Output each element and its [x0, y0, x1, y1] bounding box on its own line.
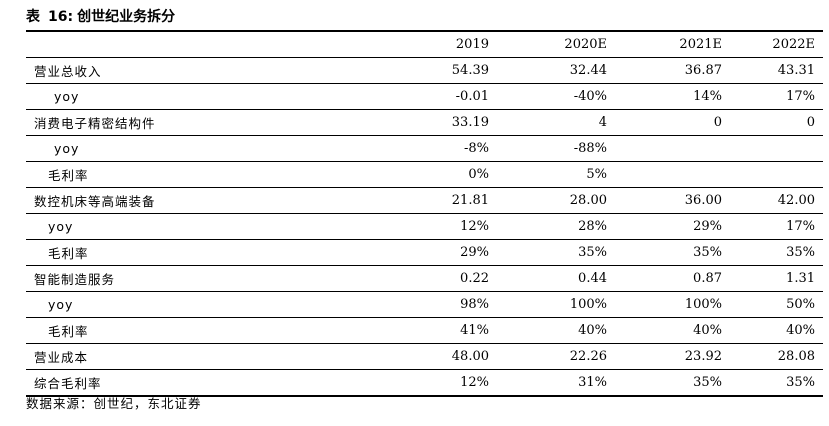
value-cell: -40%	[497, 83, 615, 110]
value-cell	[730, 161, 823, 188]
row-label: 毛利率	[26, 239, 320, 266]
caption-title: 创世纪业务拆分	[77, 9, 176, 25]
table-row: 毛利率 29% 35% 35% 35%	[26, 239, 823, 266]
value-cell: 32.44	[497, 57, 615, 84]
value-cell: -88%	[497, 135, 615, 162]
value-cell: 36.00	[615, 187, 730, 214]
value-cell: 22.26	[497, 343, 615, 370]
value-cell: 0	[615, 109, 730, 136]
value-cell: 0.87	[615, 265, 730, 292]
table-row: 毛利率 41% 40% 40% 40%	[26, 317, 823, 344]
value-cell: 43.31	[730, 57, 823, 84]
row-label: 消费电子精密结构件	[26, 109, 320, 136]
value-cell: 23.92	[615, 343, 730, 370]
value-cell: 12%	[320, 213, 497, 240]
row-label: yoy	[26, 213, 320, 240]
row-label: yoy	[26, 291, 320, 318]
value-cell: 31%	[497, 369, 615, 397]
table-row: 毛利率 0% 5%	[26, 161, 823, 188]
value-cell: 21.81	[320, 187, 497, 214]
value-cell: -8%	[320, 135, 497, 162]
value-cell: 100%	[497, 291, 615, 318]
row-label: 数控机床等高端装备	[26, 187, 320, 214]
value-cell: 36.87	[615, 57, 730, 84]
table-row: yoy -0.01 -40% 14% 17%	[26, 83, 823, 110]
value-cell: 40%	[615, 317, 730, 344]
row-label: yoy	[26, 135, 320, 162]
table-header-row: 2019 2020E 2021E 2022E	[26, 32, 823, 58]
value-cell: 33.19	[320, 109, 497, 136]
table-row: 综合毛利率 12% 31% 35% 35%	[26, 369, 823, 397]
value-cell: 28.00	[497, 187, 615, 214]
value-cell: 35%	[730, 239, 823, 266]
caption-prefix: 表	[26, 9, 40, 25]
row-label: yoy	[26, 83, 320, 110]
table-row: 营业成本 48.00 22.26 23.92 28.08	[26, 343, 823, 370]
row-label: 毛利率	[26, 161, 320, 188]
table-row: 营业总收入 54.39 32.44 36.87 43.31	[26, 57, 823, 84]
header-cell: 2020E	[497, 32, 615, 58]
value-cell: 12%	[320, 369, 497, 397]
value-cell: 17%	[730, 213, 823, 240]
value-cell: 40%	[730, 317, 823, 344]
value-cell: 50%	[730, 291, 823, 318]
header-cell: 2019	[320, 32, 497, 58]
value-cell: 98%	[320, 291, 497, 318]
table-row: 智能制造服务 0.22 0.44 0.87 1.31	[26, 265, 823, 292]
row-label: 综合毛利率	[26, 369, 320, 397]
data-source-note: 数据来源：创世纪，东北证券	[26, 396, 202, 411]
business-breakdown-table: 2019 2020E 2021E 2022E 营业总收入 54.39 32.44…	[26, 32, 823, 397]
value-cell: 41%	[320, 317, 497, 344]
value-cell: 0	[730, 109, 823, 136]
value-cell: 5%	[497, 161, 615, 188]
value-cell: 35%	[730, 369, 823, 397]
value-cell: 35%	[615, 239, 730, 266]
table-top-rule	[26, 30, 823, 32]
row-label: 毛利率	[26, 317, 320, 344]
value-cell: 0.22	[320, 265, 497, 292]
table-row: yoy -8% -88%	[26, 135, 823, 162]
table-row: 消费电子精密结构件 33.19 4 0 0	[26, 109, 823, 136]
caption-number: 16:	[48, 9, 74, 25]
value-cell: 28%	[497, 213, 615, 240]
value-cell: 29%	[320, 239, 497, 266]
value-cell: 14%	[615, 83, 730, 110]
row-label: 营业成本	[26, 343, 320, 370]
header-cell	[26, 32, 320, 58]
table-row: yoy 12% 28% 29% 17%	[26, 213, 823, 240]
value-cell: 54.39	[320, 57, 497, 84]
value-cell: 0.44	[497, 265, 615, 292]
value-cell	[730, 135, 823, 162]
value-cell: 48.00	[320, 343, 497, 370]
value-cell: 35%	[497, 239, 615, 266]
value-cell: 40%	[497, 317, 615, 344]
value-cell	[615, 135, 730, 162]
value-cell: 100%	[615, 291, 730, 318]
value-cell	[615, 161, 730, 188]
table-row: 数控机床等高端装备 21.81 28.00 36.00 42.00	[26, 187, 823, 214]
value-cell: 28.08	[730, 343, 823, 370]
value-cell: -0.01	[320, 83, 497, 110]
value-cell: 35%	[615, 369, 730, 397]
value-cell: 4	[497, 109, 615, 136]
value-cell: 29%	[615, 213, 730, 240]
table-row: yoy 98% 100% 100% 50%	[26, 291, 823, 318]
row-label: 营业总收入	[26, 57, 320, 84]
row-label: 智能制造服务	[26, 265, 320, 292]
value-cell: 17%	[730, 83, 823, 110]
header-cell: 2021E	[615, 32, 730, 58]
value-cell: 1.31	[730, 265, 823, 292]
value-cell: 0%	[320, 161, 497, 188]
table-caption: 表 16: 创世纪业务拆分	[26, 7, 175, 27]
header-cell: 2022E	[730, 32, 823, 58]
value-cell: 42.00	[730, 187, 823, 214]
